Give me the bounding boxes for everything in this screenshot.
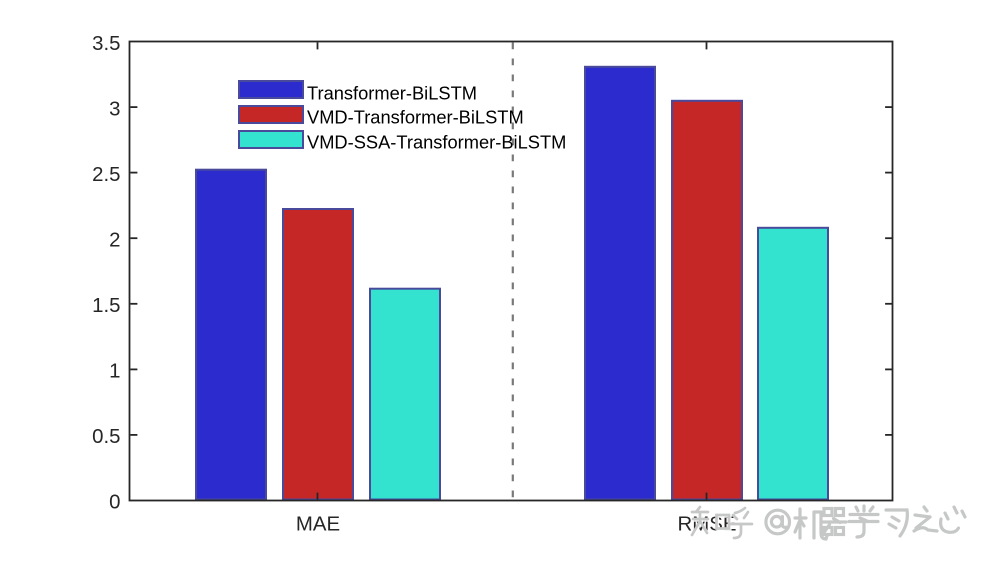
svg-text:MAE: MAE [296, 513, 340, 535]
svg-text:Transformer-BiLSTM: Transformer-BiLSTM [307, 82, 477, 103]
svg-text:2.5: 2.5 [92, 164, 120, 186]
svg-text:1.5: 1.5 [92, 295, 120, 317]
svg-text:VMD-Transformer-BiLSTM: VMD-Transformer-BiLSTM [307, 107, 524, 128]
svg-text:3.5: 3.5 [92, 33, 120, 55]
svg-text:1: 1 [109, 361, 120, 383]
svg-text:3: 3 [109, 98, 120, 120]
svg-text:0.5: 0.5 [92, 426, 120, 448]
svg-text:0: 0 [109, 492, 120, 514]
svg-text:2: 2 [109, 229, 120, 251]
svg-text:VMD-SSA-Transformer-BiLSTM: VMD-SSA-Transformer-BiLSTM [307, 131, 566, 152]
